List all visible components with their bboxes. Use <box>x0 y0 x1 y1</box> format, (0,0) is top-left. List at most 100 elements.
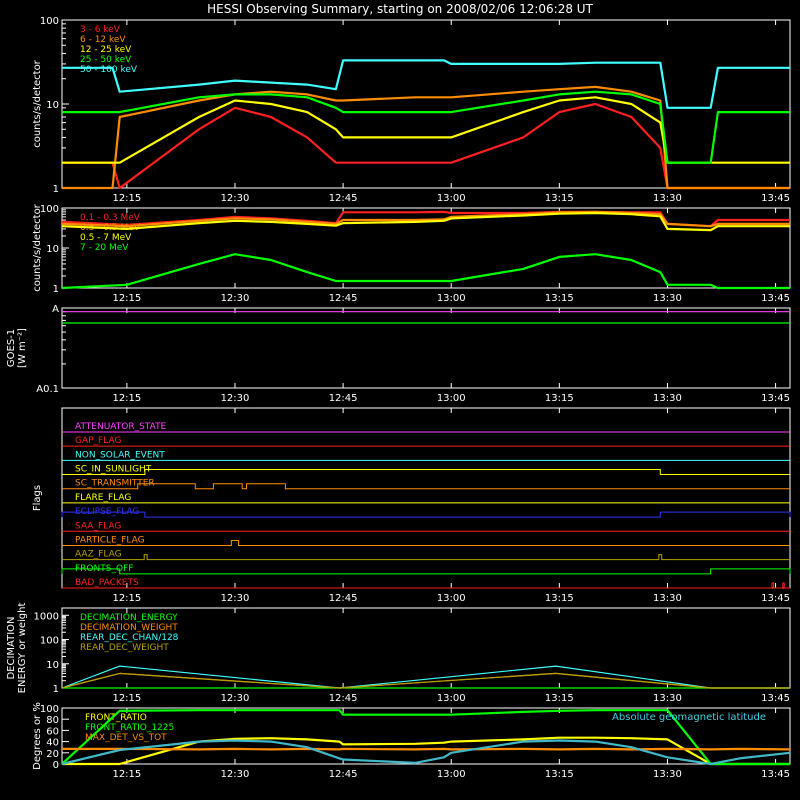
flag-label: GAP_FLAG <box>75 436 121 446</box>
goes-time-label: 13:30 <box>653 393 682 404</box>
low-energy-legend-entry: 3 - 6 keV <box>80 25 121 35</box>
low-energy-time-label: 13:30 <box>653 193 682 204</box>
decimation-time-label: 13:15 <box>545 693 574 704</box>
high-energy-y-tick-label: 1 <box>53 284 59 295</box>
flag-label: ATTENUATOR_STATE <box>75 422 167 432</box>
flag-label: AAZ_FLAG <box>75 550 122 560</box>
low-energy-time-label: 12:30 <box>221 193 250 204</box>
flags-time-label: 13:30 <box>653 593 682 604</box>
ratios-y-tick-label: 0 <box>53 760 59 771</box>
high-energy-series-line <box>61 253 790 290</box>
ratios-time-label: 12:15 <box>112 769 141 780</box>
high-energy-time-label: 12:45 <box>329 293 358 304</box>
panel-low-energy: 12:15 12:30 12:45 13:00 13:15 13:30 13:45 count… <box>32 16 791 204</box>
decimation-ylabel2: ENERGY or weight <box>17 603 28 694</box>
goes-frame <box>61 307 791 389</box>
high-energy-series-line <box>61 210 790 228</box>
flag-label: BAD_PACKETS <box>75 578 139 588</box>
low-energy-legend-entry: 25 - 50 keV <box>80 55 132 65</box>
low-energy-series-line <box>62 59 790 109</box>
decimation-y-tick-label: 1 <box>53 684 59 695</box>
goes-time-label: 12:15 <box>112 393 141 404</box>
low-energy-y-tick-label: 100 <box>40 16 59 27</box>
low-energy-y-tick-label: 1 <box>53 184 59 195</box>
low-energy-time-label: 12:15 <box>112 193 141 204</box>
ratios-time-label: 13:00 <box>437 769 466 780</box>
high-energy-time-label: 13:00 <box>437 293 466 304</box>
ratios-frame <box>61 707 791 765</box>
panel-goes: 12:15 12:30 12:45 13:00 13:15 13:30 13:45 GOES-… <box>6 304 791 404</box>
decimation-legend-entry: REAR_DEC_WEIGHT <box>80 643 169 653</box>
low-energy-legend-entry: 12 - 25 keV <box>80 45 132 55</box>
flag-label: FLARE_FLAG <box>75 493 131 503</box>
high-energy-legend-entry: 0.1 - 0.3 MeV <box>80 213 141 223</box>
goes-y-tick-label: A0.1 <box>36 384 59 395</box>
ratios-time-label: 13:30 <box>653 769 682 780</box>
flag-label: PARTICLE_FLAG <box>75 535 145 545</box>
ratios-time-label: 12:45 <box>329 769 358 780</box>
goes-time-label: 12:45 <box>329 393 358 404</box>
decimation-legend-entry: DECIMATION_WEIGHT <box>80 623 178 633</box>
ratios-series-line <box>62 736 790 766</box>
panel-decimation: 12:15 12:30 12:45 13:00 13:15 13:30 13:45 DECIM… <box>6 603 791 704</box>
decimation-time-label: 12:15 <box>112 693 141 704</box>
ratios-series-line <box>62 747 791 751</box>
ratios-time-label: 13:45 <box>761 769 790 780</box>
panel-ratios: 12:15 12:30 12:45 13:00 13:15 13:30 13:45 Degre… <box>32 702 791 780</box>
low-energy-series-line <box>62 102 790 190</box>
high-energy-series-line <box>61 211 790 232</box>
high-energy-legend-entry: 7 - 20 MeV <box>80 243 129 253</box>
high-energy-y-tick-label: 100 <box>40 204 59 215</box>
panel-flags: 12:15 12:30 12:45 13:00 13:15 13:30 13:45 Flags… <box>32 407 791 604</box>
flags-time-label: 12:30 <box>221 593 250 604</box>
goes-time-label: 13:45 <box>761 393 790 404</box>
low-energy-time-label: 13:15 <box>545 193 574 204</box>
ratios-series-line <box>61 709 790 766</box>
low-energy-time-label: 13:00 <box>437 193 466 204</box>
ratios-time-label: 13:15 <box>545 769 574 780</box>
decimation-y-tick-label: 1000 <box>34 611 59 622</box>
decimation-y-tick-label: 10 <box>46 660 59 671</box>
high-energy-time-label: 13:45 <box>761 293 790 304</box>
flags-frame <box>61 407 791 589</box>
decimation-time-label: 12:30 <box>221 693 250 704</box>
high-energy-time-label: 13:30 <box>653 293 682 304</box>
flags-time-label: 13:00 <box>437 593 466 604</box>
ratios-time-label: 12:30 <box>221 769 250 780</box>
goes-ylabel2: [W m⁻²] <box>17 328 28 368</box>
goes-time-label: 12:30 <box>221 393 250 404</box>
goes-time-label: 13:00 <box>437 393 466 404</box>
low-energy-time-label: 13:45 <box>761 193 790 204</box>
decimation-y-tick-label: 100 <box>40 636 59 647</box>
flag-label: SC_TRANSMITTER <box>75 479 155 489</box>
decimation-series-line <box>61 672 790 689</box>
flags-time-label: 12:15 <box>112 593 141 604</box>
flag-line <box>62 582 790 589</box>
low-energy-time-label: 12:45 <box>329 193 358 204</box>
flags-time-label: 13:45 <box>761 593 790 604</box>
ratios-series-line <box>61 739 791 766</box>
flag-line <box>62 539 790 546</box>
low-energy-legend-entry: 6 - 12 keV <box>80 35 126 45</box>
low-energy-ylabel: counts/s/detector <box>32 59 43 147</box>
decimation-ylabel: DECIMATION <box>6 616 17 679</box>
panel-high-energy: 12:15 12:30 12:45 13:00 13:15 13:30 13:45 count… <box>32 203 791 304</box>
flag-label: SAA_FLAG <box>75 521 121 531</box>
goes-y-tick-label: A <box>52 304 59 315</box>
ratios-ylabel: Degrees or % <box>32 702 43 770</box>
low-energy-series-line <box>62 85 790 190</box>
high-energy-ylabel: counts/s/detector <box>32 203 43 291</box>
ratios-y-tick-label: 80 <box>46 715 59 726</box>
low-energy-series-line <box>62 90 790 164</box>
flag-label: SC_IN_SUNLIGHT <box>75 465 152 475</box>
goes-time-label: 13:15 <box>545 393 574 404</box>
flag-line <box>61 568 791 575</box>
flag-line <box>62 554 790 561</box>
ratios-annotation: Absolute geomagnetic latitude <box>612 712 766 723</box>
ratios-legend-entry: FRONT_RATIO_1225 <box>85 723 174 733</box>
flags-time-label: 12:45 <box>329 593 358 604</box>
ratios-y-tick-label: 40 <box>46 738 59 749</box>
flags-time-label: 13:15 <box>545 593 574 604</box>
high-energy-time-label: 12:15 <box>112 293 141 304</box>
